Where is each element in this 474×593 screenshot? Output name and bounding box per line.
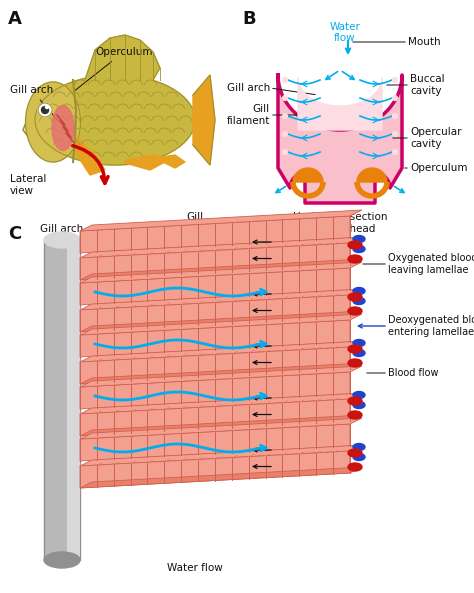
Polygon shape (298, 78, 382, 130)
Ellipse shape (392, 149, 398, 155)
Ellipse shape (353, 444, 365, 451)
Text: B: B (242, 10, 255, 28)
Ellipse shape (283, 95, 288, 100)
Text: Gill
filaments: Gill filaments (171, 212, 219, 234)
Ellipse shape (353, 288, 365, 295)
Ellipse shape (52, 106, 74, 151)
Text: Lamellae: Lamellae (246, 224, 294, 234)
Polygon shape (80, 445, 362, 466)
Polygon shape (80, 311, 362, 332)
Polygon shape (278, 75, 402, 203)
Ellipse shape (44, 232, 80, 248)
Polygon shape (125, 155, 165, 170)
Ellipse shape (392, 113, 398, 119)
Text: Gill arch: Gill arch (10, 85, 58, 121)
Polygon shape (85, 35, 160, 80)
Polygon shape (80, 289, 362, 310)
Ellipse shape (348, 449, 362, 457)
Polygon shape (80, 216, 350, 253)
Ellipse shape (348, 411, 362, 419)
Ellipse shape (392, 132, 398, 136)
Polygon shape (155, 155, 185, 168)
Text: Horizontal section
through head: Horizontal section through head (293, 212, 387, 234)
Polygon shape (80, 399, 350, 436)
Polygon shape (80, 243, 350, 280)
Ellipse shape (38, 103, 52, 117)
Ellipse shape (348, 397, 362, 405)
Polygon shape (80, 418, 362, 439)
Ellipse shape (348, 463, 362, 471)
Ellipse shape (46, 106, 48, 109)
Text: Gill arch: Gill arch (227, 83, 270, 93)
Polygon shape (80, 366, 362, 387)
Polygon shape (80, 424, 350, 461)
Text: Operculum: Operculum (410, 163, 467, 173)
Ellipse shape (353, 454, 365, 461)
Ellipse shape (348, 345, 362, 353)
Polygon shape (80, 237, 362, 258)
Ellipse shape (392, 78, 398, 82)
Polygon shape (80, 295, 350, 332)
Text: Blood flow: Blood flow (388, 368, 438, 378)
Ellipse shape (42, 107, 48, 113)
Ellipse shape (353, 401, 365, 409)
Polygon shape (44, 240, 80, 560)
Text: Gill
filament: Gill filament (227, 104, 270, 126)
Ellipse shape (353, 340, 365, 346)
Polygon shape (77, 138, 105, 175)
Ellipse shape (26, 82, 81, 162)
Ellipse shape (348, 241, 362, 249)
Ellipse shape (348, 307, 362, 315)
Ellipse shape (283, 78, 288, 82)
Polygon shape (80, 372, 350, 409)
FancyArrowPatch shape (73, 146, 108, 183)
Polygon shape (80, 393, 362, 414)
Ellipse shape (348, 359, 362, 367)
Polygon shape (80, 268, 350, 305)
Polygon shape (80, 451, 350, 488)
Ellipse shape (348, 255, 362, 263)
Text: Deoxygenated blood
entering lamellae: Deoxygenated blood entering lamellae (388, 315, 474, 337)
Text: Water flow: Water flow (167, 563, 223, 573)
Polygon shape (80, 363, 362, 384)
Polygon shape (80, 415, 362, 436)
Ellipse shape (35, 75, 195, 165)
Polygon shape (80, 341, 362, 362)
Ellipse shape (353, 246, 365, 253)
Text: Opercular
cavity: Opercular cavity (410, 127, 462, 149)
Ellipse shape (353, 235, 365, 243)
Text: Operculum: Operculum (75, 47, 153, 90)
Text: Gill arch: Gill arch (40, 224, 83, 234)
Text: Mouth: Mouth (408, 37, 441, 47)
Text: A: A (8, 10, 22, 28)
Ellipse shape (283, 132, 288, 136)
Ellipse shape (283, 149, 288, 155)
Text: Buccal
cavity: Buccal cavity (410, 74, 445, 96)
Ellipse shape (353, 298, 365, 304)
Polygon shape (80, 320, 350, 357)
Ellipse shape (348, 293, 362, 301)
Ellipse shape (392, 95, 398, 100)
Polygon shape (357, 168, 387, 182)
Text: C: C (8, 225, 21, 243)
Ellipse shape (353, 349, 365, 356)
Text: Water
flow: Water flow (329, 22, 360, 43)
Ellipse shape (44, 552, 80, 568)
Polygon shape (193, 75, 215, 165)
Ellipse shape (283, 113, 288, 119)
Polygon shape (80, 259, 362, 280)
Ellipse shape (353, 391, 365, 398)
Polygon shape (80, 467, 362, 488)
Polygon shape (80, 314, 362, 335)
Polygon shape (80, 262, 362, 283)
Polygon shape (67, 240, 80, 560)
Polygon shape (80, 347, 350, 384)
Polygon shape (293, 168, 323, 182)
Text: Oxygenated blood
leaving lamellae: Oxygenated blood leaving lamellae (388, 253, 474, 275)
Text: Lateral
view: Lateral view (10, 174, 46, 196)
Polygon shape (80, 210, 362, 231)
